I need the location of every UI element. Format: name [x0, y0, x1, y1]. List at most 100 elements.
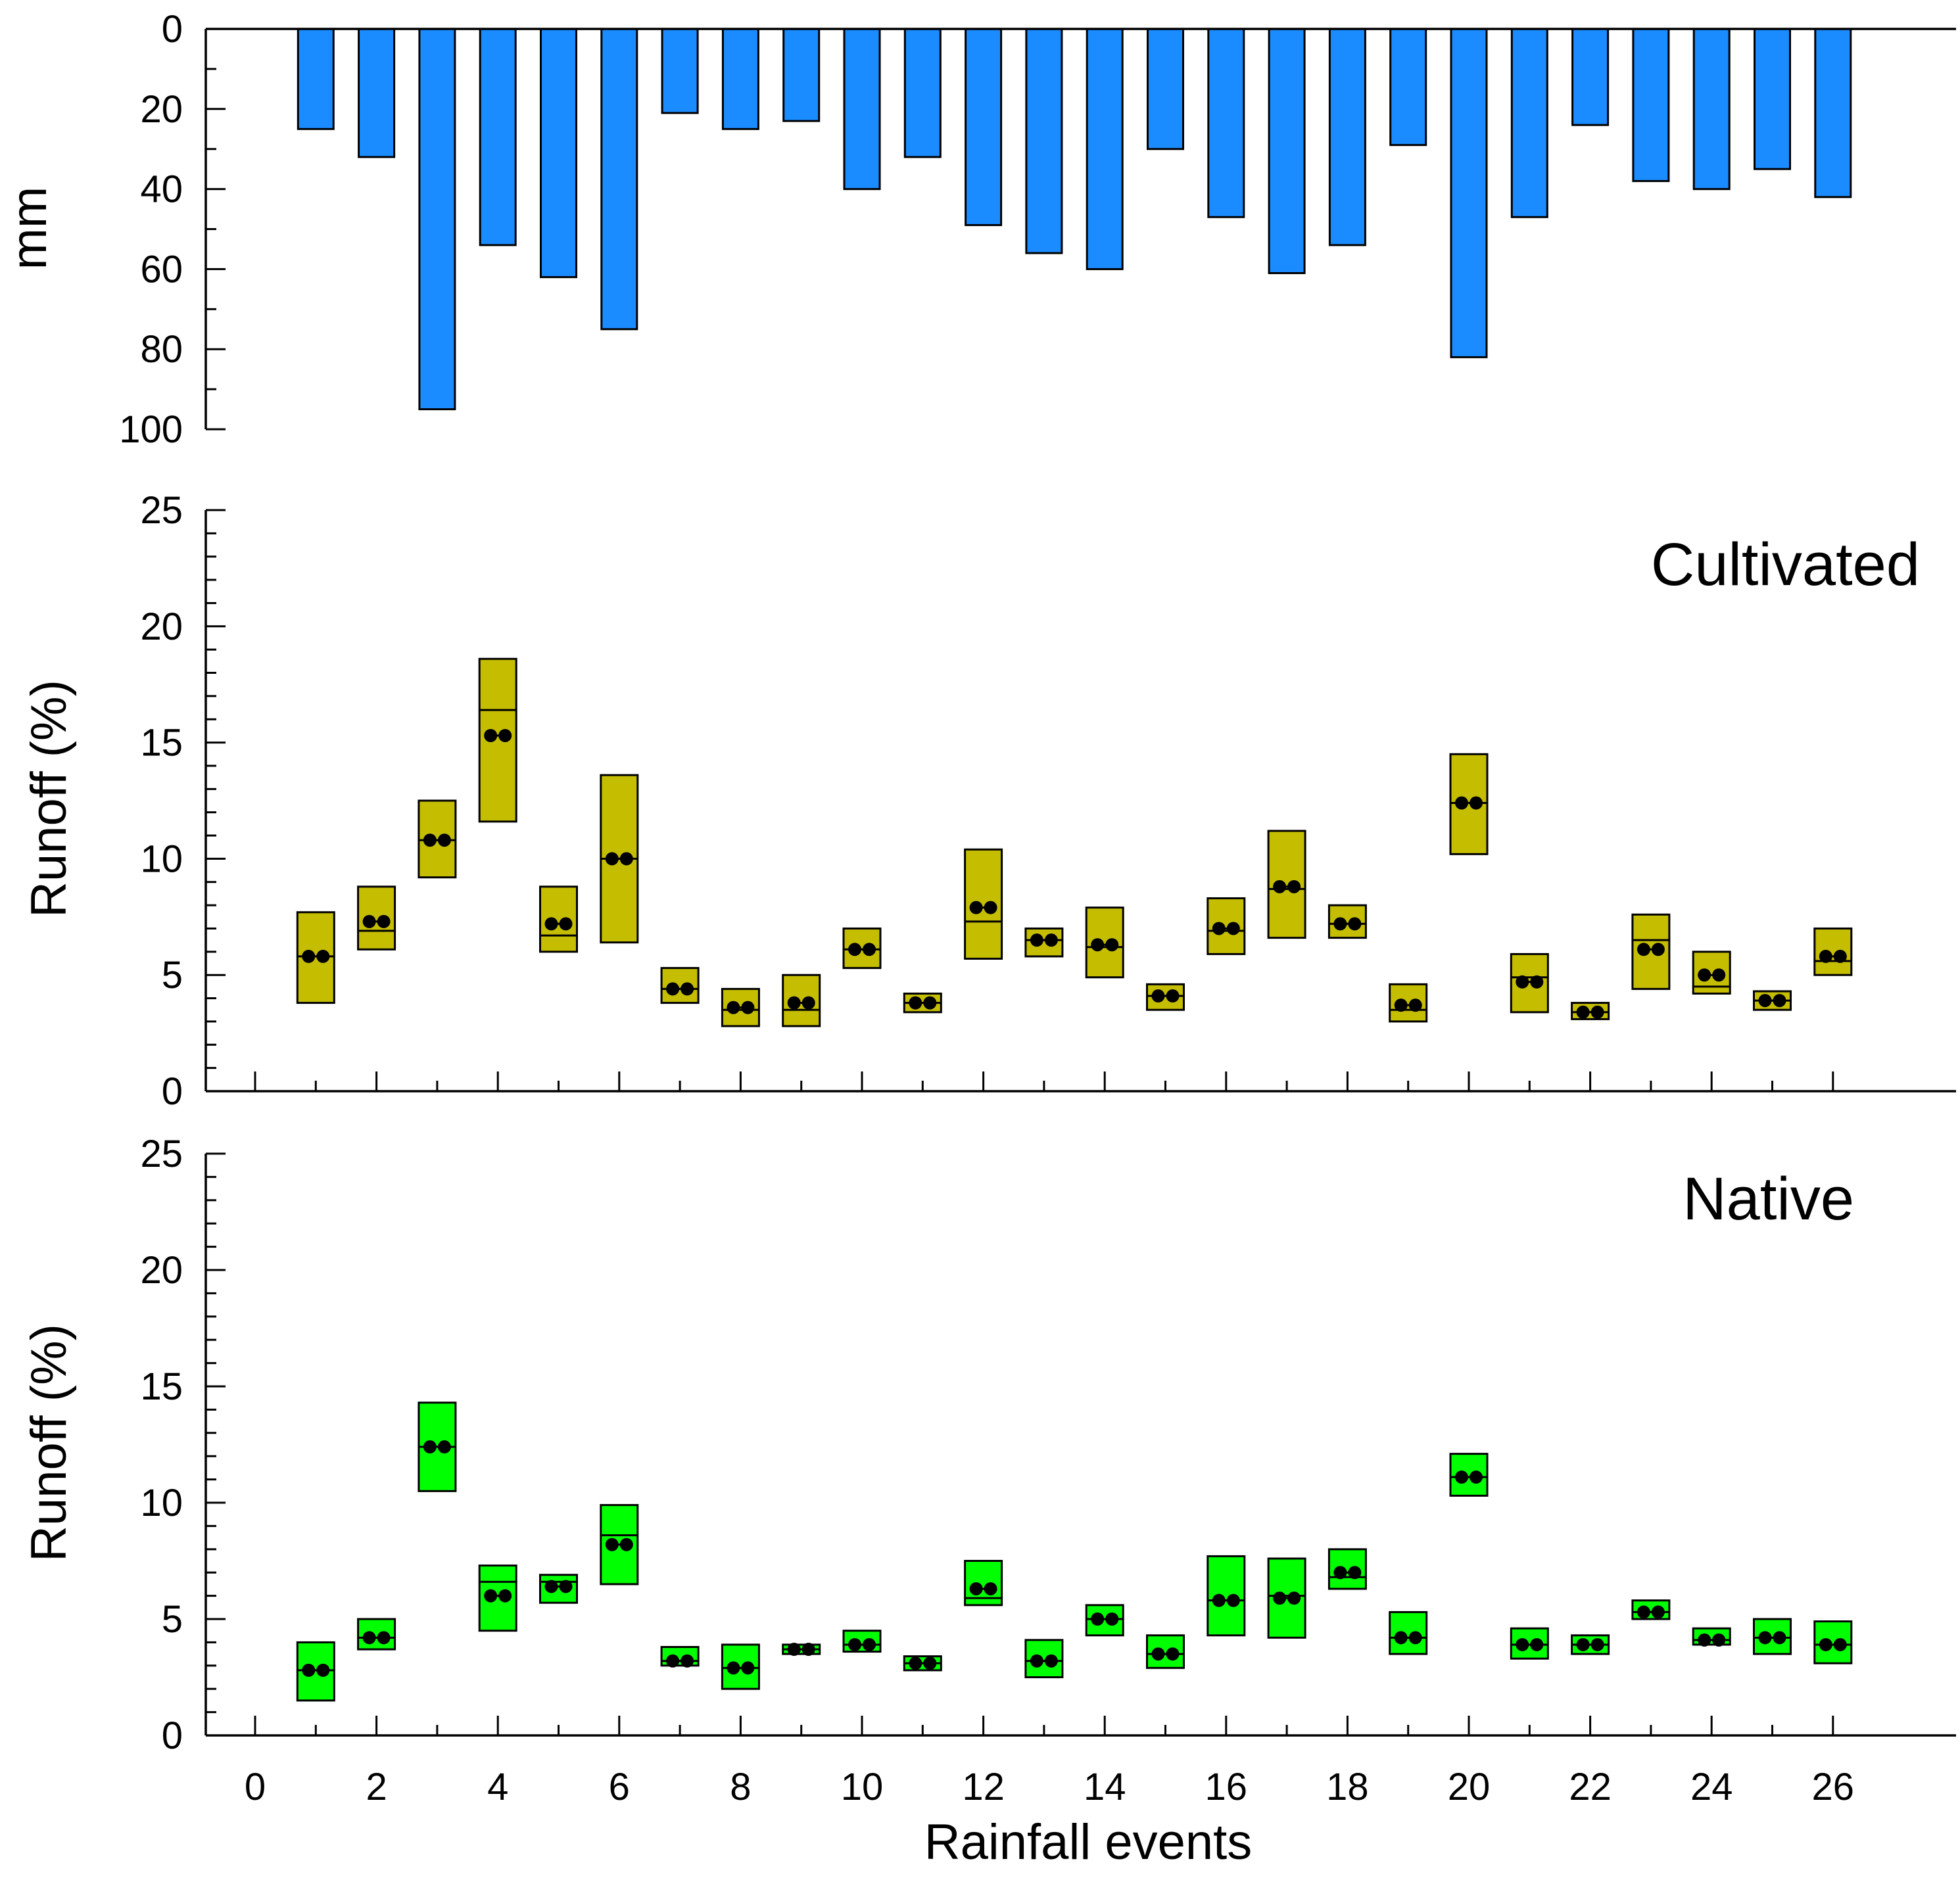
- native-box-2: [357, 1618, 396, 1651]
- rainfall-bar-6: [600, 28, 638, 331]
- native-mean-dot-left-17: [1273, 1591, 1287, 1605]
- rainfall-bar-13: [1025, 28, 1063, 254]
- cultivated-mean-dot-right-20: [1470, 796, 1483, 810]
- native-box-group-20: [1449, 1453, 1489, 1497]
- cultivated-mean-dot-left-3: [423, 834, 437, 847]
- cultivated-box-group-6: [600, 774, 639, 944]
- cultivated-box-group-2: [357, 885, 396, 951]
- rainfall-bar-7: [661, 28, 699, 114]
- cultivated-mean-dot-left-17: [1273, 880, 1287, 893]
- cultivated-box-12: [964, 848, 1003, 960]
- cultivated-mean-dot-left-10: [848, 943, 861, 956]
- native-box-group-17: [1267, 1557, 1306, 1639]
- cultivated-mean-dot-left-24: [1698, 968, 1711, 982]
- cultivated-mean-dot-left-5: [544, 917, 558, 931]
- cultivated-mean-dot-left-13: [1030, 933, 1043, 947]
- rainfall-bar-11: [903, 28, 942, 158]
- cultivated-box-4: [478, 657, 517, 823]
- native-box-group-12: [964, 1560, 1003, 1607]
- cultivated-mean-dot-left-16: [1212, 922, 1226, 935]
- rainfall-bar-2: [358, 28, 396, 158]
- cultivated-title: Cultivated: [1651, 531, 1920, 598]
- rainfall-bar-10: [843, 28, 881, 191]
- cultivated-mean-dot-right-14: [1105, 938, 1119, 952]
- cultivated-mean-dot-left-21: [1516, 975, 1529, 989]
- native-mean-dot-right-20: [1470, 1470, 1483, 1484]
- native-mean-dot-right-5: [559, 1580, 573, 1593]
- native-mean-dot-left-7: [666, 1654, 680, 1668]
- cultivated-box-group-13: [1024, 927, 1064, 958]
- native-mean-dot-right-11: [923, 1657, 937, 1670]
- cultivated-box-group-15: [1146, 983, 1185, 1011]
- native-mean-dot-left-1: [302, 1663, 316, 1677]
- rainfall-bar-19: [1389, 28, 1427, 147]
- cultivated-box-group-26: [1813, 927, 1853, 976]
- native-mean-dot-left-11: [909, 1657, 922, 1670]
- native-mean-dot-left-20: [1455, 1470, 1468, 1484]
- native-mean-dot-left-14: [1091, 1612, 1105, 1626]
- cultivated-y-tick-label: 15: [140, 722, 183, 765]
- cultivated-box-7: [660, 967, 700, 1004]
- cultivated-mean-dot-left-11: [909, 996, 922, 1010]
- native-mean-dot-left-21: [1516, 1637, 1529, 1651]
- rainfall-y-tick-label: 60: [140, 248, 183, 291]
- cultivated-mean-dot-right-9: [801, 996, 815, 1010]
- cultivated-box-26: [1813, 927, 1853, 976]
- cultivated-mean-dot-right-2: [377, 914, 391, 928]
- native-mean-dot-right-12: [984, 1582, 997, 1595]
- x-tick-label: 26: [1812, 1766, 1855, 1808]
- cultivated-mean-dot-right-8: [741, 1000, 755, 1014]
- rainfall-y-tick-label: 20: [140, 88, 183, 131]
- native-mean-dot-left-4: [484, 1589, 498, 1603]
- x-tick-label: 2: [366, 1766, 387, 1808]
- cultivated-mean-dot-right-3: [437, 834, 451, 847]
- x-tick-label: 0: [245, 1766, 266, 1808]
- cultivated-mean-dot-left-18: [1333, 917, 1347, 931]
- native-box-group-21: [1510, 1627, 1549, 1660]
- rainfall-bar-24: [1692, 28, 1731, 191]
- cultivated-mean-dot-left-25: [1758, 994, 1772, 1008]
- native-box-group-10: [842, 1630, 882, 1653]
- cultivated-box-2: [357, 885, 396, 951]
- native-mean-dot-right-8: [741, 1661, 755, 1675]
- native-box-group-13: [1024, 1639, 1064, 1679]
- native-mean-dot-right-19: [1408, 1631, 1422, 1645]
- cultivated-mean-dot-left-2: [362, 914, 376, 928]
- rainfall-y-tick-label: 80: [140, 328, 183, 371]
- native-mean-dot-left-5: [544, 1580, 558, 1593]
- cultivated-mean-dot-right-5: [559, 917, 573, 931]
- native-y-tick-label: 25: [140, 1133, 183, 1175]
- cultivated-y-tick-label: 25: [140, 489, 183, 532]
- native-mean-dot-left-8: [727, 1661, 740, 1675]
- native-mean-dot-right-4: [498, 1589, 512, 1603]
- cultivated-box-group-4: [478, 657, 517, 823]
- cultivated-mean-dot-right-25: [1773, 994, 1786, 1008]
- native-mean-dot-right-26: [1833, 1637, 1847, 1651]
- cultivated-box-group-19: [1389, 983, 1428, 1023]
- cultivated-y-tick-label: 5: [162, 954, 183, 997]
- native-mean-dot-left-26: [1819, 1637, 1832, 1651]
- native-box-group-22: [1571, 1634, 1610, 1655]
- cultivated-mean-dot-right-6: [619, 852, 633, 866]
- cultivated-mean-dot-right-13: [1044, 933, 1058, 947]
- cultivated-mean-dot-right-15: [1166, 989, 1180, 1003]
- rainfall-bar-21: [1510, 28, 1548, 218]
- rainfall-y-tick-label: 40: [140, 168, 183, 211]
- native-y-tick-label: 20: [140, 1249, 183, 1292]
- cultivated-mean-dot-left-23: [1637, 943, 1650, 956]
- native-mean-dot-right-25: [1773, 1631, 1786, 1645]
- x-axis-label: Rainfall events: [924, 1814, 1253, 1870]
- native-box-group-15: [1146, 1634, 1185, 1669]
- native-mean-dot-right-23: [1651, 1605, 1665, 1619]
- cultivated-box-group-1: [296, 911, 335, 1004]
- rainfall-bar-4: [479, 28, 517, 247]
- native-mean-dot-left-6: [605, 1538, 619, 1551]
- native-mean-dot-left-9: [787, 1643, 801, 1657]
- cultivated-box-group-17: [1267, 830, 1306, 939]
- native-box-group-14: [1085, 1604, 1124, 1637]
- cultivated-y-tick-label: 10: [140, 837, 183, 880]
- native-mean-dot-left-24: [1698, 1633, 1711, 1647]
- x-tick-label: 4: [487, 1766, 508, 1808]
- rainfall-bar-15: [1147, 28, 1184, 151]
